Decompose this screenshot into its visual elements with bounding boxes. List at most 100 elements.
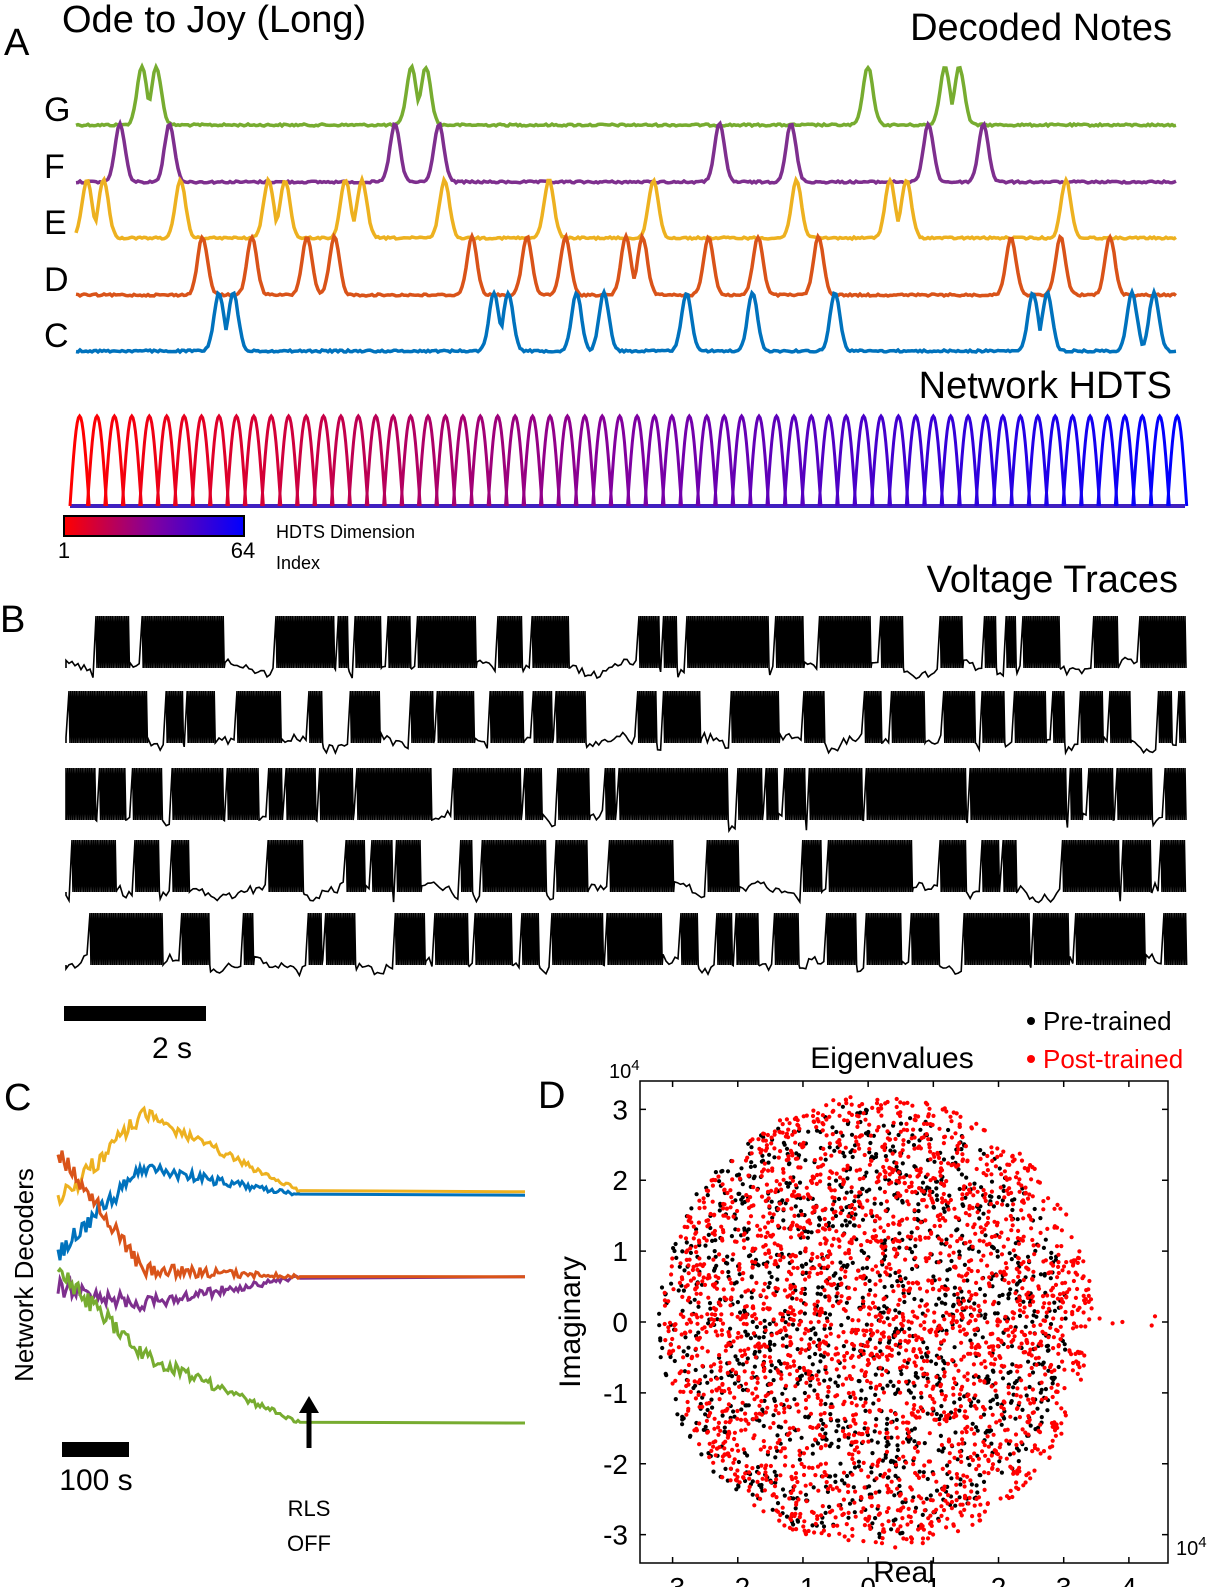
eigen-point xyxy=(904,1379,909,1384)
eigen-point xyxy=(934,1479,939,1484)
eigen-point xyxy=(945,1501,950,1506)
eigen-point xyxy=(861,1506,866,1511)
eigen-point xyxy=(967,1182,973,1187)
legend-label-pre-trained: Pre-trained xyxy=(1043,1006,1172,1036)
eigen-point xyxy=(937,1346,942,1351)
eigen-point xyxy=(963,1241,968,1246)
eigen-point xyxy=(857,1146,862,1151)
y-axis-exponent: 104 xyxy=(609,1057,640,1083)
eigen-point xyxy=(982,1195,987,1200)
eigen-point xyxy=(861,1539,866,1544)
eigen-point xyxy=(913,1244,918,1249)
eigen-point xyxy=(721,1441,726,1446)
eigen-point xyxy=(712,1362,717,1367)
eigen-point xyxy=(958,1329,963,1334)
eigen-point xyxy=(1045,1293,1050,1298)
eigen-point xyxy=(864,1328,869,1334)
eigen-point xyxy=(703,1424,708,1429)
eigen-point xyxy=(870,1234,875,1239)
hdts-dimension-7 xyxy=(173,413,196,507)
eigen-point xyxy=(731,1252,736,1257)
eigen-point xyxy=(755,1376,760,1381)
eigen-point xyxy=(924,1132,929,1137)
eigen-point xyxy=(828,1412,833,1417)
eigen-point xyxy=(740,1387,746,1393)
eigen-point xyxy=(909,1180,914,1185)
eigen-point xyxy=(955,1143,960,1148)
eigen-point xyxy=(741,1362,746,1367)
eigen-point xyxy=(774,1495,779,1500)
eigen-point xyxy=(956,1163,961,1168)
y-tick-label: -2 xyxy=(603,1449,628,1480)
eigen-point xyxy=(963,1415,968,1420)
eigen-point xyxy=(657,1311,662,1316)
eigen-point xyxy=(700,1363,705,1369)
eigen-point xyxy=(772,1129,778,1134)
eigen-point xyxy=(887,1322,892,1327)
eigen-point xyxy=(767,1321,772,1327)
eigen-point xyxy=(987,1241,992,1246)
eigen-point xyxy=(868,1239,873,1244)
eigen-point xyxy=(869,1503,874,1509)
eigen-point xyxy=(934,1411,939,1417)
eigen-point xyxy=(775,1433,780,1438)
eigen-point xyxy=(759,1399,764,1404)
eigen-point xyxy=(678,1261,683,1266)
eigen-point xyxy=(764,1143,770,1148)
eigen-point xyxy=(840,1150,846,1155)
eigen-point xyxy=(797,1310,802,1315)
eigen-point xyxy=(725,1370,730,1375)
eigen-point xyxy=(995,1254,1000,1259)
eigen-point xyxy=(961,1186,966,1192)
eigen-point xyxy=(902,1358,907,1363)
eigen-point xyxy=(968,1403,974,1408)
eigen-point xyxy=(925,1345,930,1351)
eigen-point xyxy=(973,1231,978,1236)
eigen-point xyxy=(873,1372,878,1377)
eigen-point xyxy=(666,1329,671,1334)
eigen-point xyxy=(960,1306,965,1311)
eigen-point xyxy=(993,1388,998,1393)
eigen-point xyxy=(874,1152,879,1157)
eigen-point xyxy=(716,1275,721,1281)
eigen-point xyxy=(848,1355,854,1360)
eigen-point xyxy=(949,1499,955,1505)
eigen-point xyxy=(670,1256,675,1261)
eigen-point xyxy=(932,1319,937,1324)
eigen-point xyxy=(770,1168,775,1173)
eigen-point xyxy=(951,1250,956,1255)
eigen-point xyxy=(957,1286,962,1291)
eigen-point xyxy=(763,1470,768,1475)
eigen-point xyxy=(972,1431,977,1436)
eigen-point xyxy=(797,1515,802,1520)
eigen-point xyxy=(971,1193,976,1198)
eigen-point xyxy=(963,1273,969,1278)
eigen-point xyxy=(747,1470,752,1475)
eigen-point xyxy=(806,1394,811,1399)
decoder-trace-green xyxy=(56,1266,526,1425)
eigen-point xyxy=(711,1318,717,1323)
eigen-point xyxy=(981,1253,986,1258)
eigen-point xyxy=(807,1355,812,1360)
eigen-point xyxy=(981,1151,986,1156)
eigen-point xyxy=(840,1512,845,1518)
eigen-point xyxy=(808,1336,813,1341)
eigen-point xyxy=(770,1215,775,1220)
eigen-point xyxy=(851,1364,856,1369)
eigen-point xyxy=(898,1339,903,1344)
eigen-point xyxy=(757,1345,762,1350)
eigen-point xyxy=(737,1267,742,1272)
eigen-point xyxy=(1059,1244,1064,1249)
eigen-point xyxy=(1045,1408,1050,1413)
eigen-point xyxy=(919,1366,924,1371)
eigen-point xyxy=(719,1375,724,1381)
eigen-point xyxy=(890,1151,895,1156)
eigen-point xyxy=(792,1513,797,1519)
eigen-point xyxy=(688,1246,693,1251)
eigen-point xyxy=(917,1469,922,1474)
eigen-point xyxy=(853,1135,858,1140)
eigen-point xyxy=(918,1127,923,1132)
eigen-point xyxy=(772,1484,778,1489)
eigen-point xyxy=(781,1177,786,1182)
eigen-point xyxy=(982,1227,987,1232)
